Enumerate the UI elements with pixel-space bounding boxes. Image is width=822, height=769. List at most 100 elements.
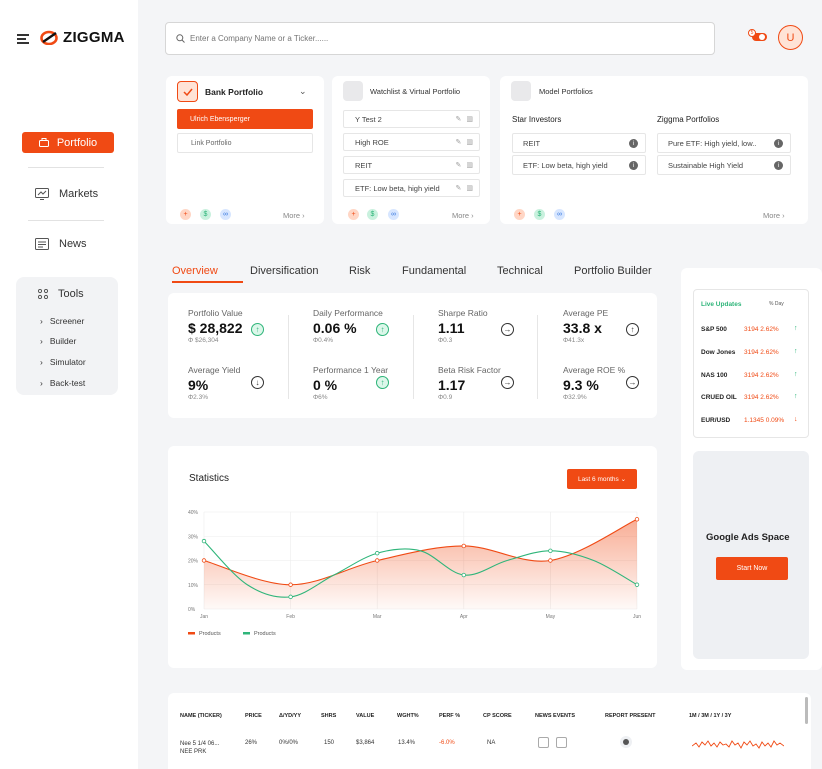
metric-sub: Φ0.4% <box>313 337 334 344</box>
edit-icon[interactable]: ✎ <box>455 162 462 169</box>
bank-portfolio-item[interactable]: Link Portfolio <box>177 133 313 153</box>
start-now-button[interactable]: Start Now <box>716 557 788 580</box>
edit-icon[interactable]: ✎ <box>455 139 462 146</box>
live-update-row[interactable]: EUR/USD 1.1345 0.09% <box>701 417 785 424</box>
more-link[interactable]: More › <box>283 211 305 220</box>
delete-icon[interactable]: ▥ <box>466 162 473 169</box>
more-link[interactable]: More › <box>763 211 785 220</box>
info-icon[interactable]: i <box>774 161 783 170</box>
add-icon[interactable]: + <box>348 209 359 220</box>
model-portfolio-item[interactable]: ETF: Low beta, high yield i <box>512 155 646 175</box>
tools-item-simulator[interactable]: › Simulator <box>40 357 86 367</box>
avatar[interactable]: U <box>778 25 803 50</box>
dollar-icon[interactable]: $ <box>367 209 378 220</box>
news-icon[interactable] <box>538 737 549 748</box>
info-icon[interactable]: i <box>629 139 638 148</box>
checkbox-icon[interactable] <box>511 81 531 101</box>
statistics-title: Statistics <box>189 473 230 484</box>
watchlist-item[interactable]: High ROE ✎ ▥ <box>343 133 480 151</box>
arrow-up-icon: ↑ <box>794 348 798 355</box>
chevron-down-icon[interactable]: ⌄ <box>299 86 307 96</box>
checkbox-icon[interactable] <box>343 81 363 101</box>
tab-diversification[interactable]: Diversification <box>250 265 319 277</box>
table-header-cell[interactable]: SHRS <box>321 713 337 719</box>
table-header-cell[interactable]: PERF % <box>439 713 461 719</box>
tools-item-back-test[interactable]: › Back-test <box>40 378 85 388</box>
metric-sharpe-ratio: Sharpe Ratio 1.11 Φ0.3 <box>438 308 488 344</box>
sidebar-item-portfolio[interactable]: Portfolio <box>22 132 114 153</box>
calendar-icon[interactable] <box>556 737 567 748</box>
delete-icon[interactable]: ▥ <box>466 139 473 146</box>
search-input[interactable] <box>190 34 670 43</box>
table-header-cell[interactable]: WGHT% <box>397 713 419 719</box>
scrollbar[interactable] <box>805 697 808 724</box>
table-header-cell[interactable]: Δ/YD/YY <box>279 713 301 719</box>
model-portfolio-item[interactable]: Sustainable High Yield i <box>657 155 791 175</box>
menu-icon[interactable] <box>17 34 29 44</box>
watchlist-item[interactable]: REIT ✎ ▥ <box>343 156 480 174</box>
tab-risk[interactable]: Risk <box>349 265 371 277</box>
legend-swatch <box>243 632 250 635</box>
table-header-cell[interactable]: CP SCORE <box>483 713 512 719</box>
model-portfolio-item[interactable]: Pure ETF: High yield, low.. i <box>657 133 791 153</box>
add-icon[interactable]: + <box>180 209 191 220</box>
data-point <box>201 538 207 544</box>
tab-technical[interactable]: Technical <box>497 265 543 277</box>
logo[interactable]: ZIGGMA <box>40 29 125 46</box>
table-header-cell[interactable]: NEWS EVENTS <box>535 713 576 719</box>
day-toggle[interactable]: % Day <box>769 301 784 307</box>
tab-portfolio-builder[interactable]: Portfolio Builder <box>574 265 652 277</box>
add-icon[interactable]: + <box>514 209 525 220</box>
legend-label: Products <box>254 631 276 637</box>
tools-item-screener[interactable]: › Screener <box>40 316 84 326</box>
bank-portfolio-title: Bank Portfolio <box>205 87 264 97</box>
arrow-up-icon: ↑ <box>794 371 798 378</box>
table-header-cell[interactable]: PRICE <box>245 713 262 719</box>
link-icon[interactable]: ∞ <box>388 209 399 220</box>
bank-portfolio-item[interactable]: Ulrich Ebensperger <box>177 109 313 129</box>
x-tick-label: Jun <box>633 614 641 620</box>
info-icon[interactable]: i <box>774 139 783 148</box>
edit-icon[interactable]: ✎ <box>455 116 462 123</box>
metric-value: 9% <box>188 377 209 393</box>
sidebar-item-tools[interactable]: Tools <box>38 288 84 300</box>
metric-value: 9.3 % <box>563 377 599 393</box>
table-header-cell[interactable]: REPORT PRESENT <box>605 713 656 719</box>
tab-overview[interactable]: Overview <box>172 265 218 277</box>
live-update-row[interactable]: CRUED OIL 3194 2.62% <box>701 394 779 401</box>
more-link[interactable]: More › <box>452 211 474 220</box>
report-icon[interactable] <box>620 736 632 748</box>
checkbox-icon[interactable] <box>177 81 198 102</box>
watchlist-item[interactable]: ETF: Low beta, high yield ✎ ▥ <box>343 179 480 197</box>
live-update-row[interactable]: S&P 500 3194 2.62% <box>701 326 779 333</box>
chevron-right-icon: › <box>40 336 43 346</box>
model-portfolio-item[interactable]: REIT i <box>512 133 646 153</box>
live-update-row[interactable]: NAS 100 3194 2.62% <box>701 372 779 379</box>
link-icon[interactable]: ∞ <box>554 209 565 220</box>
search-bar[interactable] <box>165 22 715 55</box>
dollar-icon[interactable]: $ <box>534 209 545 220</box>
table-header-cell[interactable]: 1M / 3M / 1Y / 3Y <box>689 713 732 719</box>
date-range-button[interactable]: Last 6 months ⌄ <box>567 469 637 489</box>
data-point <box>634 517 640 522</box>
tab-fundamental[interactable]: Fundamental <box>402 265 467 277</box>
watchlist-item[interactable]: Y Test 2 ✎ ▥ <box>343 110 480 128</box>
chevron-right-icon: › <box>40 357 43 367</box>
tools-item-builder[interactable]: › Builder <box>40 336 76 346</box>
sidebar-item-markets[interactable]: Markets <box>35 188 98 200</box>
dollar-icon[interactable]: $ <box>200 209 211 220</box>
metric-portfolio-value: Portfolio Value $ 28,822 Φ $26,304 <box>188 308 243 344</box>
notification-toggle[interactable]: 5 <box>748 29 768 43</box>
live-update-row[interactable]: Dow Jones 3194 2.62% <box>701 349 779 356</box>
table-header-cell[interactable]: NAME (TICKER) <box>180 713 222 719</box>
info-icon[interactable]: i <box>629 161 638 170</box>
watchlist-title: Watchlist & Virtual Portfolio <box>370 87 461 96</box>
sidebar-item-news[interactable]: News <box>35 238 87 250</box>
edit-icon[interactable]: ✎ <box>455 185 462 192</box>
notification-badge: 5 <box>748 29 756 37</box>
link-icon[interactable]: ∞ <box>220 209 231 220</box>
delete-icon[interactable]: ▥ <box>466 116 473 123</box>
table-cell-name[interactable]: Nee 5 1/4 06... NEE PRK <box>180 741 220 755</box>
table-header-cell[interactable]: VALUE <box>356 713 375 719</box>
delete-icon[interactable]: ▥ <box>466 185 473 192</box>
